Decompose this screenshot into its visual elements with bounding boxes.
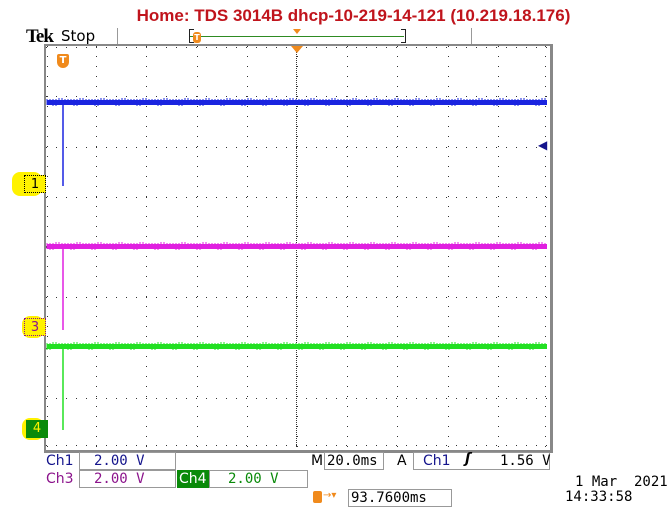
record-center-marker-icon [293,29,301,34]
trigger-source: Ch1 [423,453,451,469]
rising-edge-icon: ʃ [465,451,471,467]
horizontal-position-marker-icon [291,46,303,53]
ch3-ground-marker[interactable]: 3 [24,318,46,336]
record-bracket-right [401,29,406,43]
timebase-prefix: M [311,453,324,469]
tek-logo: Tek [26,26,54,47]
ch4-ground-marker[interactable]: 4 [26,420,48,438]
trigger-level-marker-icon[interactable]: ◀ [538,138,548,152]
ch1-ground-marker[interactable]: 1 [24,175,46,193]
ch4-label[interactable]: Ch4 [177,470,209,488]
trigger-box[interactable] [413,452,550,470]
arrow-to-icon: →▾ [323,490,337,501]
record-view-bar [190,36,404,37]
record-trigger-icon: T [193,32,201,43]
time: 14:33:58 [565,489,633,505]
record-bracket-left [189,29,194,43]
acquisition-state: Stop [61,27,96,45]
ch1-scale[interactable]: 2.00 V [79,452,176,470]
ch3-scale[interactable]: 2.00 V [79,470,176,488]
instrument-title: Home: TDS 3014B dhcp-10-219-14-121 (10.2… [136,6,571,25]
trigger-level: 1.56 V [500,453,551,469]
date: 1 Mar 2021 [575,474,668,490]
timebase-value[interactable]: 20.0ms [324,452,384,470]
ch4-scale[interactable]: 2.00 V [209,470,308,488]
trigger-delay-value[interactable]: 93.7600ms [348,489,452,507]
trigger-position-icon: T [57,54,69,68]
ch1-label[interactable]: Ch1 [46,453,74,469]
ch3-label[interactable]: Ch3 [46,471,74,487]
trigger-mode: A [397,453,407,469]
trigger-delay-icon [313,491,322,503]
graticule-dots [46,46,547,447]
